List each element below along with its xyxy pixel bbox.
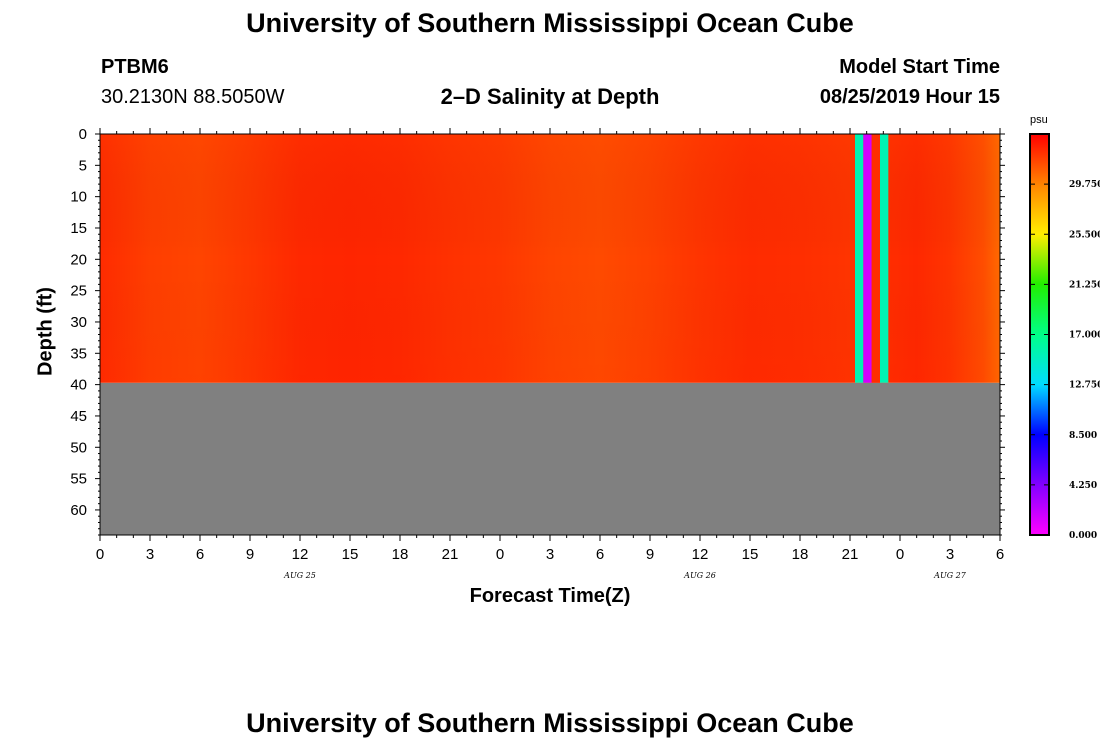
y-tick-label: 25 <box>70 283 87 300</box>
x-tick-label: 0 <box>896 546 904 563</box>
colorbar-tick-label: 0.000 <box>1069 531 1097 541</box>
y-tick-label: 0 <box>79 126 87 143</box>
colorbar-tick-label: 4.250 <box>1069 481 1097 491</box>
anomaly-band-2 <box>871 134 880 383</box>
x-tick-label: 6 <box>196 546 204 563</box>
anomaly-band-1 <box>863 134 872 383</box>
y-tick-label: 55 <box>70 471 87 488</box>
salinity-depth-shading <box>100 134 1000 383</box>
y-tick-label: 5 <box>79 157 87 174</box>
x-tick-label: 6 <box>996 546 1004 563</box>
x-tick-label: 18 <box>392 546 409 563</box>
date-label: AUG 27 <box>933 571 967 580</box>
x-axis-label: Forecast Time(Z) <box>469 585 631 607</box>
y-tick-label: 15 <box>70 220 87 237</box>
x-tick-label: 9 <box>246 546 254 563</box>
colorbar-tick-label: 8.500 <box>1069 431 1097 441</box>
colorbar-tick-label: 12.750 <box>1069 381 1100 391</box>
x-tick-label: 12 <box>292 546 309 563</box>
y-tick-label: 35 <box>70 345 87 362</box>
x-tick-label: 15 <box>342 546 359 563</box>
x-tick-label: 21 <box>442 546 459 563</box>
x-tick-label: 21 <box>842 546 859 563</box>
x-tick-label: 18 <box>792 546 809 563</box>
x-tick-label: 6 <box>596 546 604 563</box>
y-tick-label: 50 <box>70 439 87 456</box>
y-tick-label: 20 <box>70 251 87 268</box>
colorbar-tick-label: 29.750 <box>1069 180 1100 190</box>
page-title-top: University of Southern Mississippi Ocean… <box>246 8 854 38</box>
anomaly-band-3 <box>880 134 889 383</box>
anomaly-band-0 <box>855 134 864 383</box>
plot-title: 2–D Salinity at Depth <box>440 84 660 109</box>
colorbar-tick-label: 25.500 <box>1069 230 1100 240</box>
x-tick-label: 0 <box>96 546 104 563</box>
no-data-region <box>100 382 1000 535</box>
station-location: 30.2130N 88.5050W <box>101 86 285 108</box>
x-tick-label: 3 <box>146 546 154 563</box>
colorbar-unit: psu <box>1030 114 1048 126</box>
page-title-bottom: University of Southern Mississippi Ocean… <box>246 708 854 738</box>
y-tick-label: 30 <box>70 314 87 331</box>
colorbar-tick-label: 21.250 <box>1069 280 1100 290</box>
y-tick-label: 45 <box>70 408 87 425</box>
colorbar-tick-label: 17.000 <box>1069 331 1100 341</box>
model-start-value: 08/25/2019 Hour 15 <box>819 86 1000 108</box>
date-label: AUG 25 <box>283 571 316 580</box>
x-tick-label: 3 <box>946 546 954 563</box>
station-id: PTBM6 <box>101 56 169 78</box>
x-tick-label: 12 <box>692 546 709 563</box>
model-start-label: Model Start Time <box>839 56 1000 78</box>
y-tick-label: 60 <box>70 502 87 519</box>
y-tick-label: 10 <box>70 189 87 206</box>
x-tick-label: 0 <box>496 546 504 563</box>
x-tick-label: 15 <box>742 546 759 563</box>
y-axis-label: Depth (ft) <box>34 287 57 376</box>
x-tick-label: 3 <box>546 546 554 563</box>
date-label: AUG 26 <box>683 571 716 580</box>
x-tick-label: 9 <box>646 546 654 563</box>
y-tick-label: 40 <box>70 377 87 394</box>
